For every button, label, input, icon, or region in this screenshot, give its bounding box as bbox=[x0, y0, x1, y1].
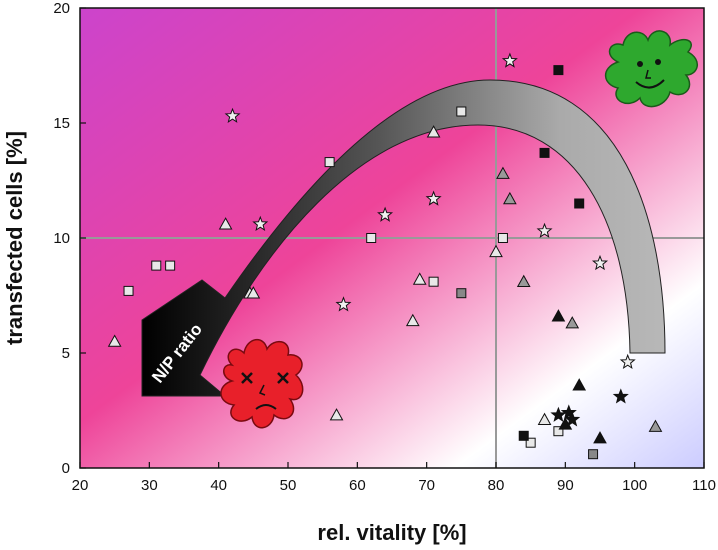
grey-square-marker bbox=[588, 449, 599, 460]
open-square-marker bbox=[525, 437, 536, 448]
y-axis-ticks: 0 5 10 15 20 bbox=[53, 0, 86, 477]
x-tick-label: 60 bbox=[349, 477, 366, 494]
data-points bbox=[107, 52, 663, 460]
grey-triangle-marker bbox=[565, 316, 580, 329]
black-star-marker bbox=[564, 411, 581, 427]
open-star-marker bbox=[377, 206, 394, 222]
y-tick-label: 15 bbox=[53, 115, 70, 132]
black-square-marker bbox=[539, 147, 550, 158]
open-triangle-marker bbox=[246, 286, 261, 299]
black-square-marker bbox=[553, 65, 564, 76]
open-square-marker bbox=[456, 106, 467, 117]
x-axis-ticks: 20 30 40 50 60 70 80 90 100 110 bbox=[72, 462, 716, 494]
np-ratio-arrow: N/P ratio bbox=[141, 79, 666, 397]
y-axis-label: transfected cells [%] bbox=[2, 131, 27, 345]
open-square-marker bbox=[497, 233, 508, 243]
open-triangle-marker bbox=[405, 313, 420, 327]
open-square-marker bbox=[165, 260, 176, 271]
open-triangle-marker bbox=[537, 412, 552, 425]
black-star-marker bbox=[550, 406, 567, 422]
x-tick-label: 90 bbox=[557, 477, 574, 494]
open-triangle-marker bbox=[489, 244, 503, 258]
black-square-marker bbox=[574, 198, 585, 209]
open-square-marker bbox=[366, 233, 377, 243]
open-triangle-marker bbox=[426, 125, 441, 138]
open-star-marker bbox=[335, 296, 352, 312]
black-square-marker bbox=[518, 430, 529, 441]
open-star-marker bbox=[591, 254, 609, 271]
open-star-marker bbox=[252, 215, 269, 232]
x-tick-label: 100 bbox=[622, 477, 647, 494]
black-star-marker bbox=[560, 404, 577, 420]
x-tick-label: 80 bbox=[488, 477, 505, 494]
x-tick-label: 40 bbox=[210, 477, 227, 494]
open-star-marker bbox=[501, 52, 518, 68]
x-axis-label: rel. vitality [%] bbox=[317, 520, 466, 545]
y-tick-label: 20 bbox=[53, 0, 70, 17]
healthy-cell-icon bbox=[604, 30, 698, 108]
black-triangle-marker bbox=[593, 431, 607, 444]
open-square-marker bbox=[151, 260, 162, 271]
grey-triangle-marker bbox=[648, 419, 663, 432]
open-square-marker bbox=[324, 157, 335, 168]
open-square-marker bbox=[123, 285, 134, 296]
x-tick-label: 110 bbox=[692, 477, 716, 494]
grey-triangle-marker bbox=[516, 274, 531, 287]
open-triangle-marker bbox=[329, 408, 344, 421]
grey-square-marker bbox=[456, 288, 467, 299]
black-star-marker bbox=[612, 388, 629, 404]
y-tick-label: 0 bbox=[62, 460, 70, 477]
open-triangle-marker bbox=[412, 272, 427, 285]
dead-cell-icon bbox=[220, 339, 304, 429]
x-tick-label: 70 bbox=[418, 477, 435, 494]
grey-triangle-marker bbox=[503, 191, 517, 205]
open-star-marker bbox=[536, 222, 553, 238]
x-tick-label: 50 bbox=[280, 477, 297, 494]
grey-triangle-marker bbox=[496, 166, 510, 179]
open-star-marker bbox=[224, 107, 241, 123]
black-triangle-marker bbox=[551, 309, 566, 322]
x-tick-label: 20 bbox=[72, 477, 89, 494]
y-tick-label: 10 bbox=[53, 230, 70, 247]
x-tick-label: 30 bbox=[141, 477, 158, 494]
open-star-marker bbox=[619, 353, 636, 370]
open-triangle-marker bbox=[107, 334, 122, 347]
open-triangle-marker bbox=[218, 217, 233, 230]
black-triangle-marker bbox=[572, 378, 587, 391]
y-tick-label: 5 bbox=[62, 345, 70, 362]
open-star-marker bbox=[425, 190, 442, 206]
open-square-marker bbox=[553, 426, 564, 437]
open-square-marker bbox=[428, 276, 439, 287]
